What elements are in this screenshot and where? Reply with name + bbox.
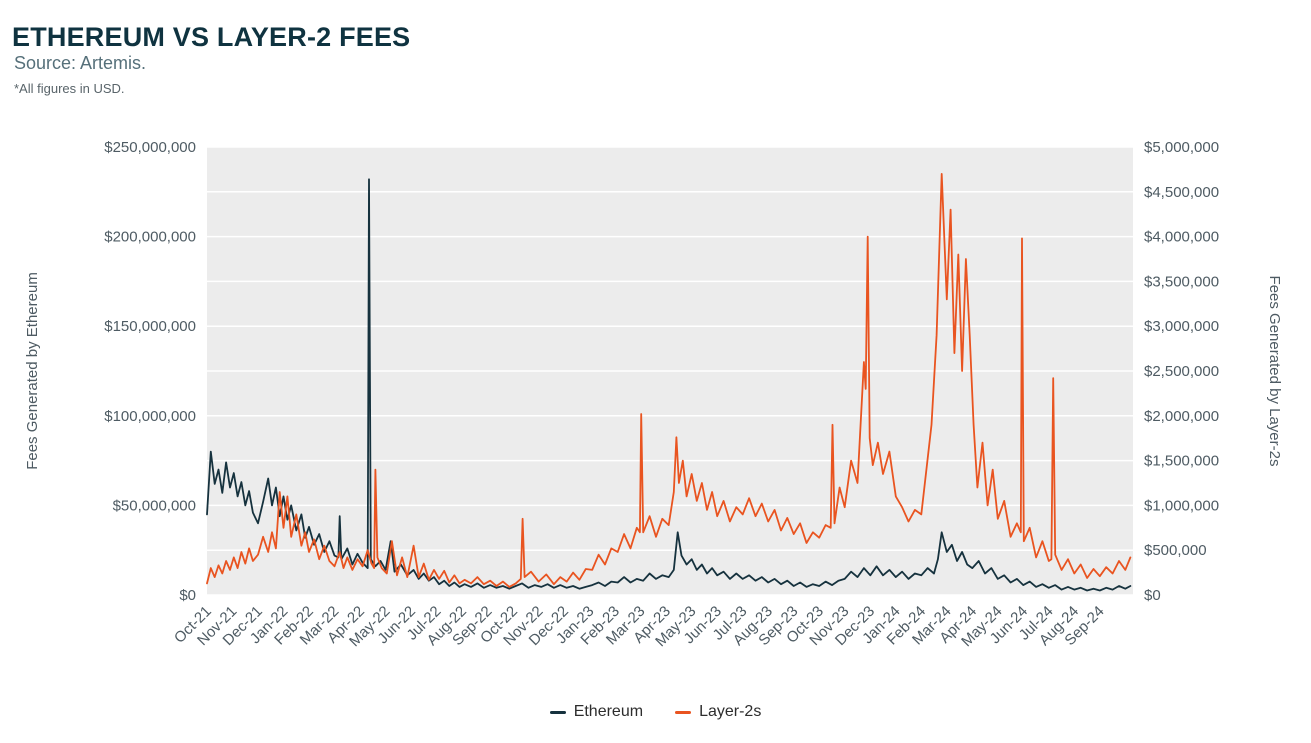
left-axis-tick-label: $250,000,000 bbox=[104, 139, 196, 156]
left-axis-title: Fees Generated by Ethereum bbox=[24, 272, 41, 470]
left-axis-tick-label: $150,000,000 bbox=[104, 318, 196, 335]
right-axis-tick-label: $1,500,000 bbox=[1144, 453, 1219, 470]
legend-item-layer2: Layer-2s bbox=[675, 703, 761, 721]
right-axis-tick-label: $0 bbox=[1144, 587, 1161, 604]
right-axis-tick-label: $2,500,000 bbox=[1144, 363, 1219, 380]
ethereum-line-swatch bbox=[549, 710, 566, 714]
right-axis-tick-label: $3,000,000 bbox=[1144, 318, 1219, 335]
legend-label-layer2: Layer-2s bbox=[699, 703, 762, 720]
chart-legend: Ethereum Layer-2s bbox=[0, 703, 1311, 721]
right-axis-title: Fees Generated by Layer-2s bbox=[1266, 276, 1283, 467]
legend-item-ethereum: Ethereum bbox=[549, 703, 644, 721]
layer-2s-line bbox=[206, 172, 1132, 588]
right-axis-tick-label: $5,000,000 bbox=[1144, 139, 1219, 156]
legend-label-ethereum: Ethereum bbox=[573, 703, 644, 720]
right-axis-tick-label: $2,000,000 bbox=[1144, 408, 1219, 425]
right-axis-tick-label: $4,500,000 bbox=[1144, 184, 1219, 201]
right-axis-tick-label: $500,000 bbox=[1144, 542, 1207, 559]
left-axis-tick-label: $100,000,000 bbox=[104, 408, 196, 425]
layer2-line-swatch bbox=[675, 710, 692, 714]
left-axis-tick-label: $50,000,000 bbox=[113, 497, 196, 514]
right-axis-tick-label: $3,500,000 bbox=[1144, 273, 1219, 290]
left-axis-tick-label: $0 bbox=[179, 587, 196, 604]
right-axis-tick-label: $1,000,000 bbox=[1144, 497, 1219, 514]
source-note: Source: Artemis. bbox=[14, 53, 147, 73]
usd-footnote: *All figures in USD. bbox=[14, 81, 125, 96]
page-title: ETHEREUM VS LAYER-2 FEES bbox=[12, 22, 411, 53]
fees-chart: $0 $50,000,000 $100,000,000 $150,000,000 $20… bbox=[24, 139, 1283, 650]
right-axis-tick-label: $4,000,000 bbox=[1144, 229, 1219, 246]
left-axis-tick-label: $200,000,000 bbox=[104, 229, 196, 246]
